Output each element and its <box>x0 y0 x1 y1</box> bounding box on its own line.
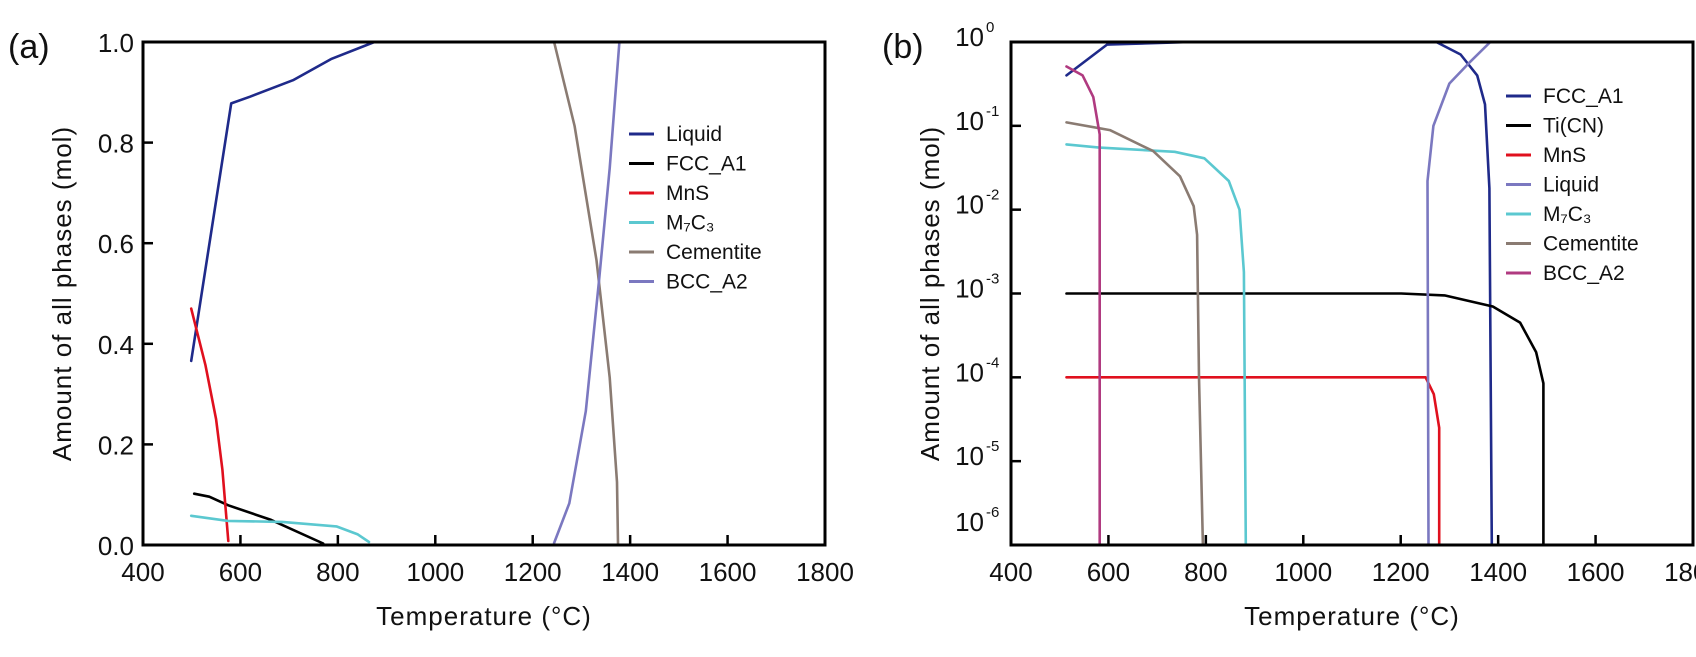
x-tick-label: 400 <box>989 557 1032 587</box>
legend-label: M₇C₃ <box>1543 203 1591 226</box>
legend-label: M₇C₃ <box>666 212 714 235</box>
x-axis-title: Temperature (°C) <box>1244 601 1460 631</box>
y-tick-exponent: -6 <box>986 504 999 521</box>
legend-item: FCC_A1 <box>629 153 747 176</box>
series-line-cementite <box>552 40 620 545</box>
x-tick-label: 1600 <box>699 557 757 587</box>
series-line-m-c- <box>189 514 371 544</box>
chart-panel-a: (a) 400 600 800 1000 1200 1400 1600 1800 0.0 0.2 0.… <box>8 28 854 631</box>
legend-item: MnS <box>1506 144 1586 167</box>
series-line-cementite <box>1065 121 1205 547</box>
y-tick-label: 10 <box>955 106 984 136</box>
legend: Liquid FCC_A1 MnS M₇C₃ Cementite BCC_A2 <box>629 123 762 294</box>
legend-label: Cementite <box>1543 233 1639 256</box>
legend-item: FCC_A1 <box>1506 85 1624 108</box>
plot-frame <box>141 40 827 547</box>
y-tick-exponent: -1 <box>986 103 999 120</box>
series-line-mns <box>1065 376 1441 547</box>
x-tick-label: 1200 <box>504 557 562 587</box>
series-line-liquid <box>1426 40 1492 547</box>
legend-label: Ti(CN) <box>1543 115 1604 138</box>
legend-item: Liquid <box>629 123 722 146</box>
series-line-bcc-a2 <box>1065 65 1101 547</box>
x-axis-title: Temperature (°C) <box>376 601 592 631</box>
x-tick-label: 1400 <box>1469 557 1527 587</box>
y-tick-exponent: -2 <box>986 187 999 204</box>
series-line-ti-cn- <box>1065 292 1545 547</box>
legend-label: Liquid <box>666 123 722 146</box>
series-line-fcc-a1 <box>1065 40 1494 547</box>
legend-label: MnS <box>666 182 709 205</box>
x-tick-label: 800 <box>316 557 359 587</box>
x-tick-label: 600 <box>219 557 262 587</box>
y-tick-label: 10 <box>955 507 984 537</box>
x-tick-label: 1400 <box>601 557 659 587</box>
y-tick-exponent: 0 <box>986 19 994 36</box>
chart-panel-b: (b)4006008001000120014001600180010010-11… <box>882 19 1696 631</box>
x-tick-label: 1600 <box>1567 557 1625 587</box>
x-tick-label: 1000 <box>1274 557 1332 587</box>
x-tick-label: 1200 <box>1372 557 1430 587</box>
legend-item: Liquid <box>1506 174 1599 197</box>
y-tick-label: 0.4 <box>98 330 134 360</box>
legend-item: Ti(CN) <box>1506 115 1604 138</box>
y-tick-label: 0.0 <box>98 531 134 561</box>
x-tick-label: 400 <box>121 557 164 587</box>
x-tick-label: 600 <box>1087 557 1130 587</box>
series-line-fcc-a1 <box>192 492 325 545</box>
y-tick-label: 10 <box>955 441 984 471</box>
y-axis-title: Amount of all phases (mol) <box>915 126 945 461</box>
series-line-liquid <box>189 40 376 363</box>
x-tick-label: 1000 <box>406 557 464 587</box>
x-tick-label: 800 <box>1184 557 1227 587</box>
legend-label: Cementite <box>666 241 762 264</box>
legend-item: Cementite <box>1506 233 1639 256</box>
panel-label: (b) <box>882 28 924 66</box>
y-tick-label: 10 <box>955 190 984 220</box>
y-tick-label: 10 <box>955 22 984 52</box>
y-axis-title: Amount of all phases (mol) <box>47 126 77 461</box>
legend-item: M₇C₃ <box>1506 203 1591 226</box>
legend-label: BCC_A2 <box>1543 262 1625 285</box>
legend-item: M₇C₃ <box>629 212 714 235</box>
legend-item: Cementite <box>629 241 762 264</box>
legend-label: FCC_A1 <box>1543 85 1624 108</box>
y-tick-exponent: -3 <box>986 271 999 288</box>
legend: FCC_A1 Ti(CN) MnS Liquid M₇C₃ Cementite BCC_A2 <box>1506 85 1639 285</box>
legend-item: BCC_A2 <box>1506 262 1625 285</box>
y-tick-exponent: -4 <box>986 354 999 371</box>
legend-item: BCC_A2 <box>629 271 748 294</box>
legend-label: FCC_A1 <box>666 153 747 176</box>
series-line-mns <box>189 307 230 543</box>
panel-label: (a) <box>8 28 50 66</box>
y-tick-exponent: -5 <box>986 438 999 455</box>
legend-label: Liquid <box>1543 174 1599 197</box>
y-tick-label: 10 <box>955 357 984 387</box>
x-tick-label: 1800 <box>796 557 854 587</box>
legend-item: MnS <box>629 182 709 205</box>
legend-label: BCC_A2 <box>666 271 748 294</box>
x-tick-label: 1800 <box>1664 557 1696 587</box>
series-line-m-c- <box>1065 143 1248 547</box>
y-tick-label: 1.0 <box>98 28 134 58</box>
legend-label: MnS <box>1543 144 1586 167</box>
y-tick-label: 10 <box>955 274 984 304</box>
y-tick-label: 0.2 <box>98 430 134 460</box>
y-tick-label: 0.6 <box>98 229 134 259</box>
series-line-bcc-a2 <box>552 40 621 545</box>
y-tick-label: 0.8 <box>98 129 134 159</box>
